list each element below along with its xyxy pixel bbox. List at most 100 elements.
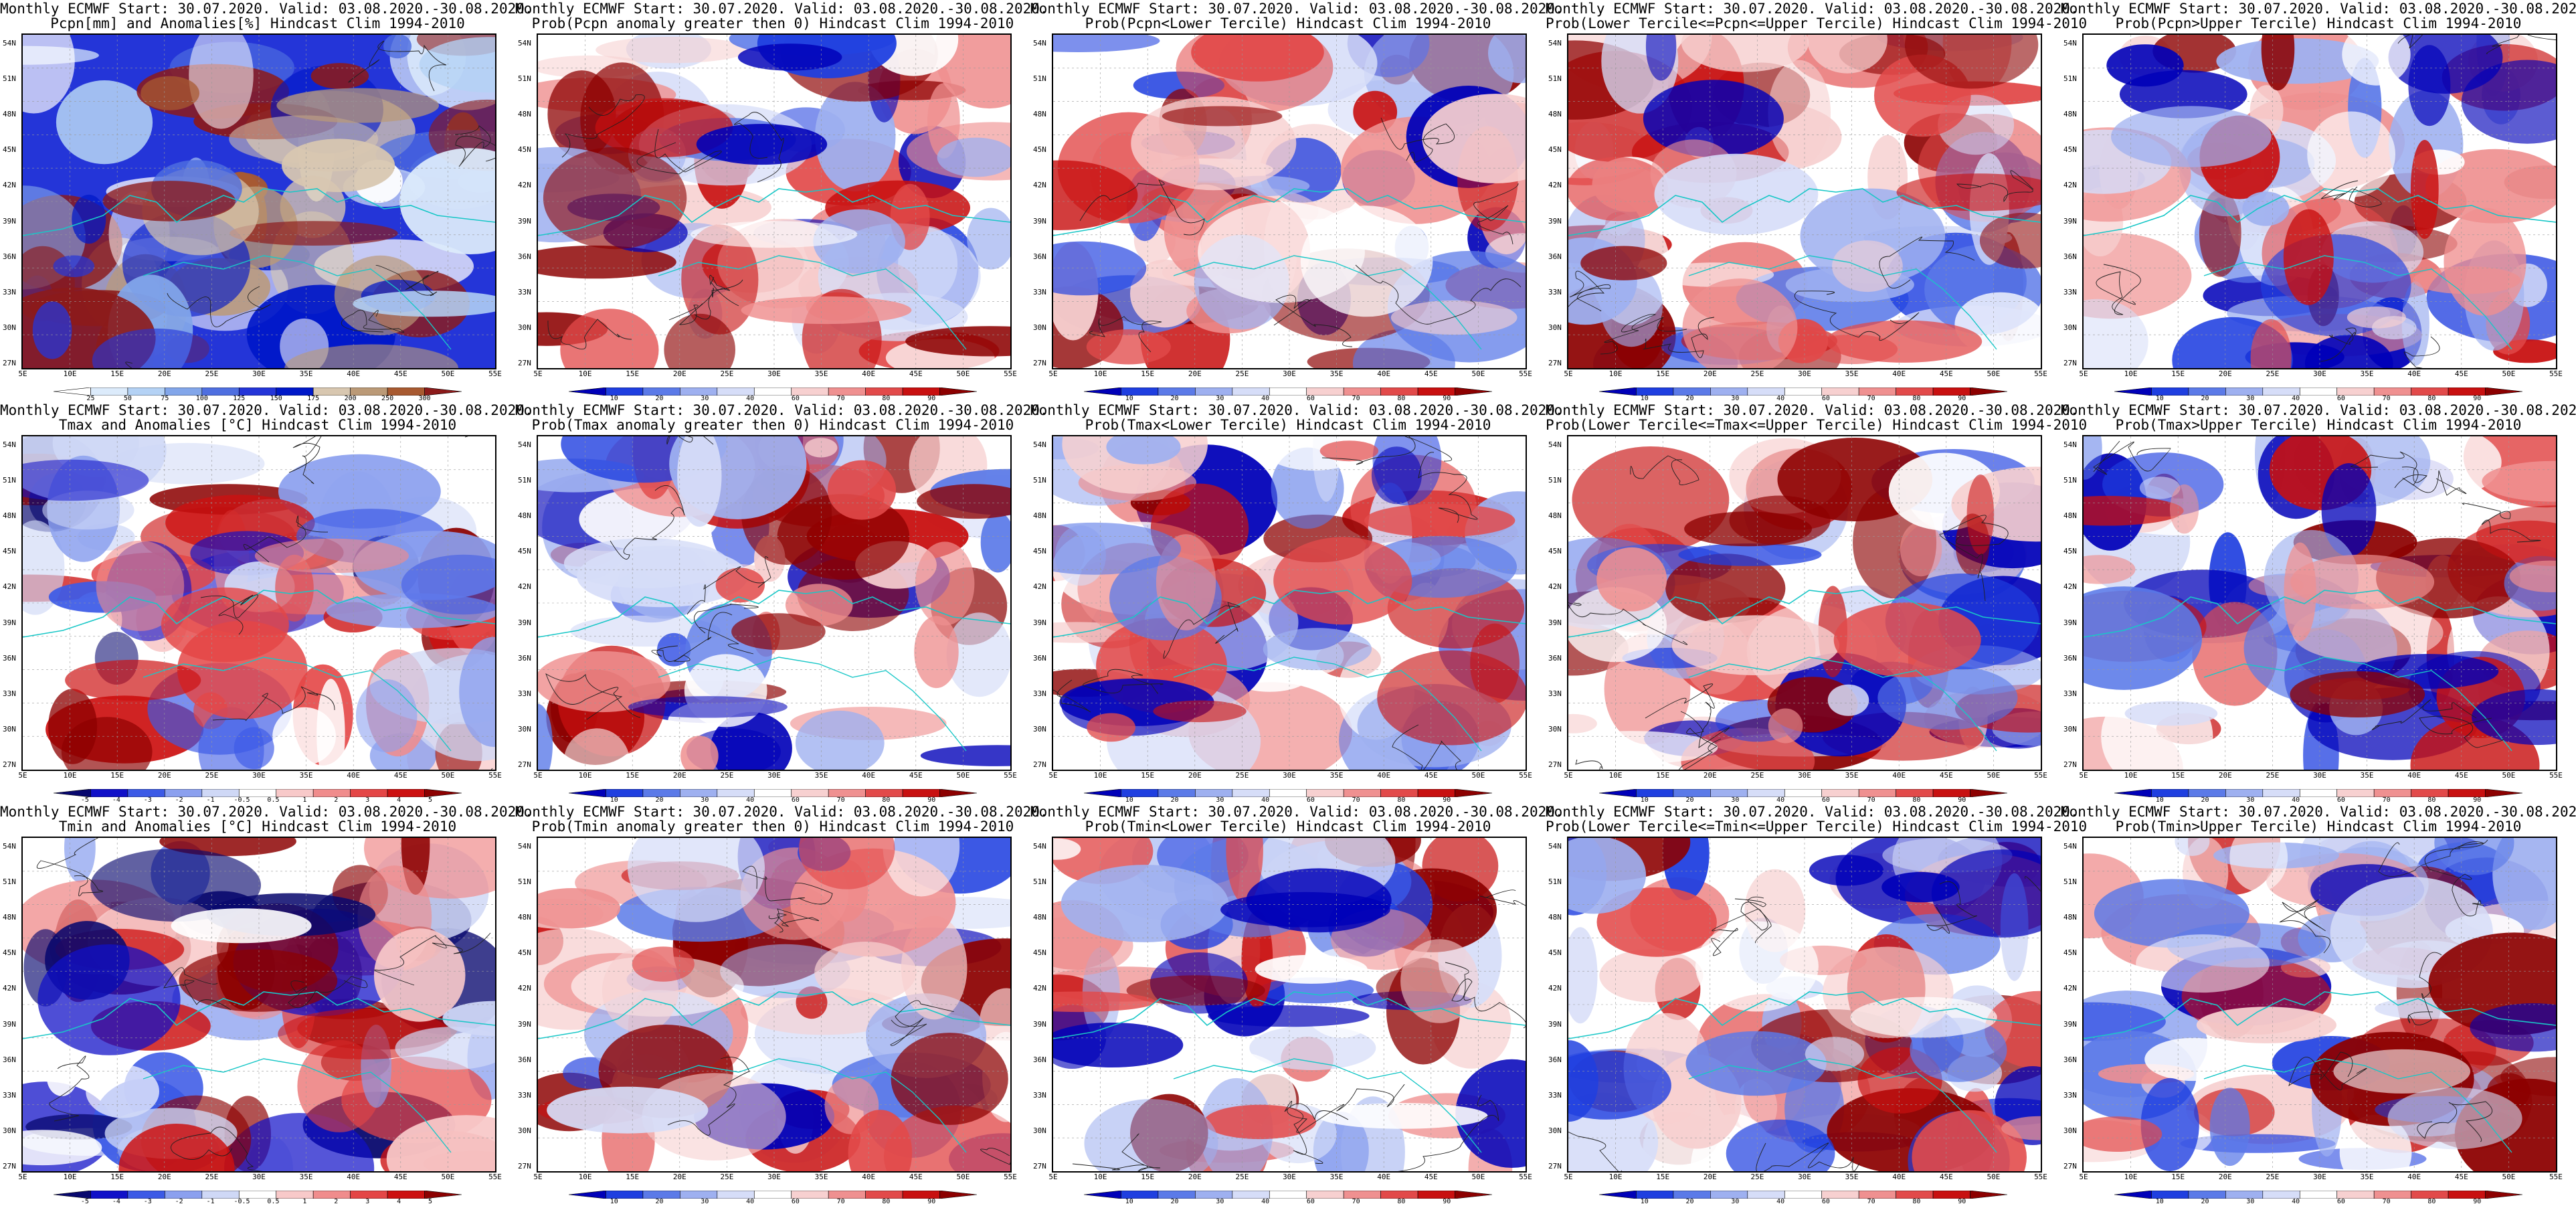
lon-label: 15E	[1656, 369, 1670, 378]
colorbar-segment	[1970, 387, 2008, 396]
forecast-panel-r1c1: Monthly ECMWF Start: 30.07.2020. Valid: …	[0, 0, 533, 402]
forecast-field	[1568, 838, 2041, 1171]
colorbar-tick-label: 40	[2292, 796, 2300, 804]
lon-label: 5E	[533, 369, 543, 378]
colorbar-ticks: -5 -4 -3 -2 -1 -0.5 0.5 1 2 3 4 5	[54, 796, 462, 804]
lon-label: 10E	[63, 369, 77, 378]
colorbar-segment	[939, 387, 978, 396]
lat-label: 45N	[1548, 547, 1562, 556]
colorbar-tick-label: 80	[1397, 796, 1406, 804]
colorbar-tick-label: 70	[1352, 1198, 1360, 1205]
lat-label: 36N	[1033, 1055, 1046, 1064]
lat-label: 51N	[3, 74, 16, 84]
colorbar-tick-label: 70	[836, 796, 845, 804]
contour-line	[1678, 711, 1722, 770]
colorbar-tick-label: 40	[746, 395, 755, 402]
lon-label: 10E	[578, 369, 592, 378]
panel-title-line2: Prob(Tmax<Lower Tercile) Hindcast Clim 1…	[1085, 417, 1491, 433]
lat-label: 45N	[2063, 547, 2077, 556]
lat-label: 27N	[3, 1162, 16, 1171]
lon-label: 50E	[956, 369, 970, 378]
lat-label: 42N	[2063, 582, 2077, 592]
contour-line	[1398, 1094, 1499, 1171]
lat-label: 30N	[2063, 724, 2077, 734]
contour-line	[694, 274, 739, 320]
forecast-field	[1053, 436, 1526, 770]
colorbar-tick-label: 20	[655, 1198, 664, 1205]
contour-line	[1575, 759, 1603, 770]
panel-title-line2: Prob(Lower Tercile<=Tmax<=Upper Tercile)…	[1546, 417, 2088, 433]
map-area	[537, 837, 1012, 1173]
lat-label: 36N	[1548, 252, 1562, 261]
panel-title-line2: Prob(Tmax>Upper Tercile) Hindcast Clim 1…	[2115, 417, 2522, 433]
lon-label: 25E	[720, 1173, 734, 1181]
lon-label: 20E	[1703, 369, 1717, 378]
colorbar-tick-label: 3	[365, 796, 370, 804]
lat-label: 45N	[518, 145, 531, 155]
colorbar-tick-label: 20	[655, 395, 664, 402]
colorbar-tick-label: -0.5	[234, 796, 250, 804]
lat-label: 27N	[2063, 760, 2077, 769]
colorbar-tick-label: 90	[1443, 395, 1451, 402]
lon-label: 25E	[205, 369, 219, 378]
lat-label: 33N	[3, 689, 16, 698]
lat-label: 33N	[1548, 689, 1562, 698]
colorbar-tick-label: 250	[381, 395, 394, 402]
contour-line	[651, 612, 733, 662]
colorbar-tick-label: 0.5	[267, 796, 280, 804]
lon-label: 5E	[1048, 771, 1058, 780]
lat-label: 36N	[2063, 653, 2077, 663]
lon-label: 30E	[1798, 369, 1811, 378]
lon-label: 10E	[1093, 369, 1107, 378]
colorbar-tick-label: 90	[2473, 796, 2482, 804]
panel-title-line2: Pcpn[mm] and Anomalies[%] Hindcast Clim …	[50, 15, 465, 31]
lat-label: 54N	[3, 440, 16, 449]
coastline	[538, 590, 1010, 638]
colorbar-tick-label: -5	[80, 796, 89, 804]
lon-label: 30E	[1283, 771, 1296, 780]
lat-label: 27N	[1033, 359, 1046, 367]
coastline	[1568, 590, 2041, 638]
lat-label: 48N	[1548, 913, 1562, 922]
contour-line	[36, 838, 103, 897]
colorbar-tick-label: 20	[655, 796, 664, 804]
colorbar-tick-label: 150	[270, 395, 282, 402]
panel-title-line2: Prob(Pcpn>Upper Tercile) Hindcast Clim 1…	[2115, 15, 2522, 31]
colorbar-tick-label: 20	[1685, 1198, 1694, 1205]
contour-line	[1643, 317, 1715, 358]
lon-label: 25E	[205, 1173, 219, 1181]
lat-label: 45N	[3, 547, 16, 556]
lat-label: 48N	[2063, 511, 2077, 521]
lat-label: 27N	[1548, 359, 1562, 367]
coastline	[1173, 657, 1482, 752]
panel-title-line1: Monthly ECMWF Start: 30.07.2020. Valid: …	[1030, 1, 1564, 17]
lat-label: 42N	[3, 582, 16, 592]
colorbar-tick-label: -3	[143, 1198, 152, 1205]
colorbar-tick-label: 80	[1912, 796, 1921, 804]
colorbar-ticks: 10 20 30 40 60 70 80 90	[569, 395, 977, 403]
lat-label: 51N	[1548, 877, 1562, 887]
lat-label: 39N	[1033, 216, 1046, 226]
colorbar-tick-label: 40	[746, 1198, 755, 1205]
colorbar-tick-label: 30	[701, 796, 709, 804]
contour-line	[2419, 715, 2504, 748]
lon-label: 5E	[1564, 369, 1573, 378]
lon-label: 5E	[18, 369, 27, 378]
lon-label: 40E	[1377, 369, 1391, 378]
lon-label: 45E	[393, 771, 407, 780]
coastline	[658, 1058, 967, 1153]
lat-label: 54N	[3, 842, 16, 851]
colorbar-tick-label: 300	[418, 395, 431, 402]
colorbar-tick-label: 30	[1731, 1198, 1740, 1205]
panel-title-line2: Tmin and Anomalies [°C] Hindcast Clim 19…	[58, 819, 457, 835]
lat-label: 27N	[518, 359, 531, 367]
coastline	[1688, 255, 1997, 350]
lon-label: 35E	[2360, 1173, 2374, 1181]
colorbar-tick-label: -4	[112, 1198, 120, 1205]
lon-label: 15E	[1141, 771, 1155, 780]
panel-title-line1: Monthly ECMWF Start: 30.07.2020. Valid: …	[0, 804, 533, 820]
lon-label: 50E	[956, 771, 970, 780]
colorbar-tick-label: 90	[927, 1198, 936, 1205]
contour-line	[2424, 848, 2484, 917]
lon-label: 15E	[1141, 1173, 1155, 1181]
